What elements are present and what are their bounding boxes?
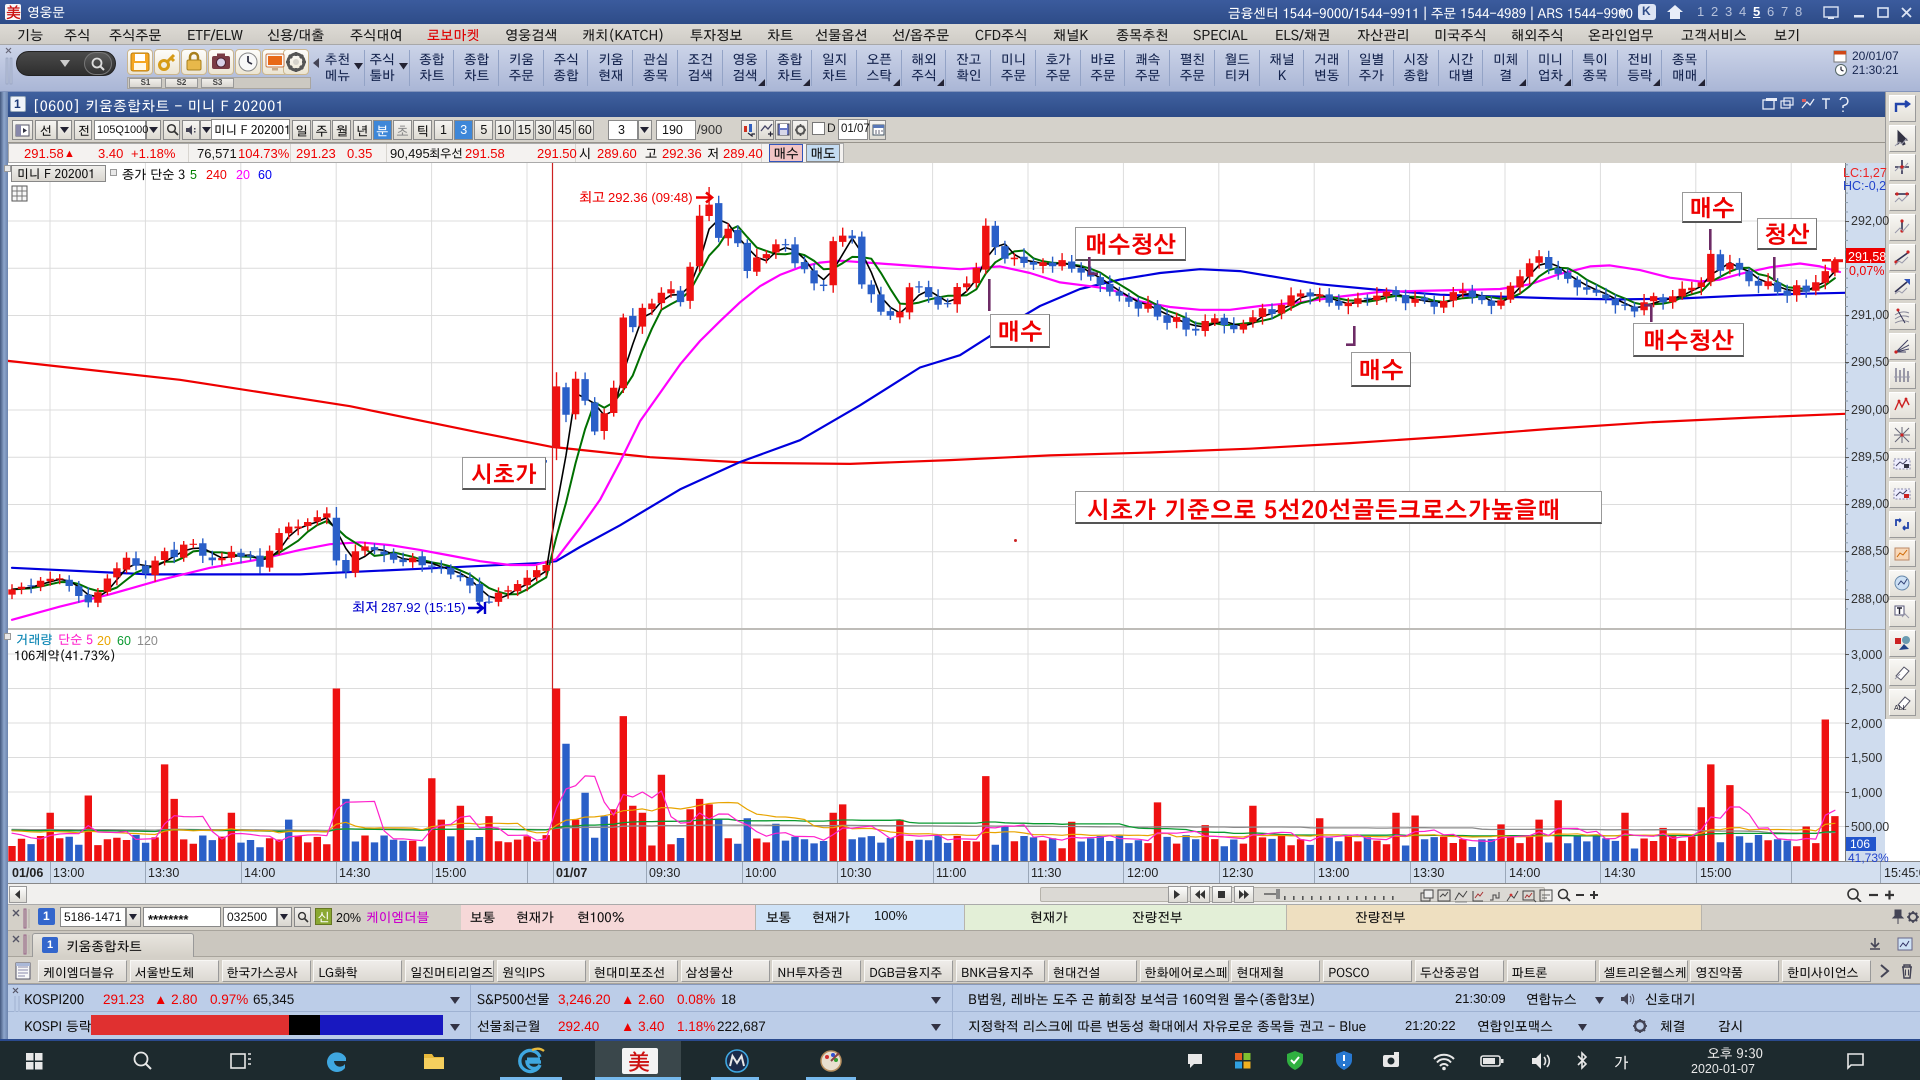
svg-text:ALL: ALL [1894,705,1907,712]
